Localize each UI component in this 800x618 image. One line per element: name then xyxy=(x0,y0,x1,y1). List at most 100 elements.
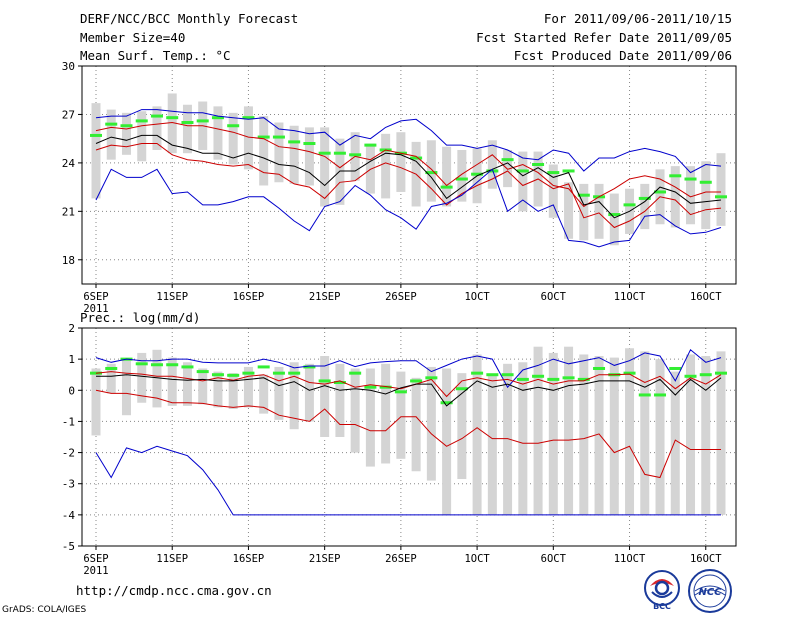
panel2-ensemble-box xyxy=(121,359,131,416)
panel1-ensemble-box xyxy=(91,103,101,199)
panel1-median-marker xyxy=(440,185,453,189)
panel1-ytick-label: 30 xyxy=(62,60,75,73)
panel1-median-marker xyxy=(486,169,499,173)
panel2-median-marker xyxy=(547,377,560,381)
panel2-ensemble-box xyxy=(289,362,299,430)
panel1-median-marker xyxy=(547,171,560,175)
panel1-median-marker xyxy=(288,140,301,144)
panel1-max-line xyxy=(95,109,722,174)
panel1-ensemble-box xyxy=(335,138,345,205)
panel2-median-marker xyxy=(181,365,194,369)
panel1-median-marker xyxy=(90,133,102,137)
panel2-ensemble-box xyxy=(701,356,711,515)
panel2-ensemble-box xyxy=(670,371,680,515)
panel2-median-marker xyxy=(654,393,667,397)
panel2-ensemble-box xyxy=(274,366,284,420)
panel1-median-marker xyxy=(211,116,224,120)
panel2-median-marker xyxy=(486,373,499,377)
panel2-median-marker xyxy=(242,371,255,375)
bcc-logo: BCC xyxy=(644,570,680,611)
panel2-ensemble-box xyxy=(198,368,208,405)
panel1-ensemble-box xyxy=(228,112,238,165)
panel2-median-marker xyxy=(135,362,148,366)
panel2-ensemble-box xyxy=(228,373,238,409)
panel1-median-marker xyxy=(196,119,209,123)
panel1-ensemble-box xyxy=(274,122,284,183)
panel1-xtick-label: 16OCT xyxy=(690,291,722,303)
panel2-ensemble-box xyxy=(655,359,665,515)
panel2-year-label: 2011 xyxy=(83,565,108,577)
panel1-median-marker xyxy=(516,169,529,173)
panel2-ensemble-box xyxy=(350,368,360,453)
panel2-ensemble-box xyxy=(396,371,406,459)
panel1-xtick-label: 6SEP xyxy=(83,291,108,303)
panel1-median-marker xyxy=(150,114,163,118)
panel2-xtick-label: 16OCT xyxy=(690,553,722,565)
panel2-ensemble-box xyxy=(411,377,421,472)
panel2-xtick-label: 1OCT xyxy=(464,553,490,565)
panel2-ensemble-box xyxy=(106,363,116,394)
panel1-ensemble-box xyxy=(320,127,330,207)
panel1-mean-line xyxy=(95,134,722,219)
panel1-median-marker xyxy=(608,213,621,217)
panel1-median-marker xyxy=(227,124,240,128)
panel1-median-marker xyxy=(333,151,346,155)
panel1-ensemble-box xyxy=(457,149,467,202)
panel1-median-marker xyxy=(501,158,514,162)
panel1-median-marker xyxy=(242,116,255,120)
panel1-median-marker xyxy=(715,195,727,199)
panel1-ensemble-box xyxy=(716,153,726,226)
panel2-ytick-label: 1 xyxy=(68,353,75,366)
panel2-median-marker xyxy=(272,371,285,375)
panel2-ensemble-box xyxy=(533,346,543,515)
panel2-ensemble-box xyxy=(91,368,101,436)
panel1-xtick-label: 21SEP xyxy=(309,291,341,303)
bcc-logo-text: BCC xyxy=(653,602,671,611)
panel2-median-marker xyxy=(669,366,682,370)
panel1-median-marker xyxy=(684,177,697,181)
panel2-median-marker xyxy=(532,374,545,378)
variable-label: Mean Surf. Temp.: °C xyxy=(80,48,231,63)
panel2-frame xyxy=(81,327,737,547)
panel1-xtick-label: 16SEP xyxy=(233,291,265,303)
panel2-median-marker xyxy=(333,381,346,384)
panel1-median-marker xyxy=(669,174,682,178)
panel1-median-marker xyxy=(181,121,194,125)
panel2-median-marker xyxy=(379,385,392,389)
panel2-ensemble-box xyxy=(609,357,619,515)
panel1-median-marker xyxy=(105,122,118,126)
panel2-median-marker xyxy=(455,387,468,391)
panel1-median-marker xyxy=(135,119,148,123)
panel2-median-marker xyxy=(288,371,301,375)
panel2-ensemble-box xyxy=(426,366,436,481)
panel1-ensemble-box xyxy=(213,106,223,160)
panel1-ensemble-box xyxy=(670,166,680,228)
panel1-median-marker xyxy=(471,172,484,176)
panel2-median-marker xyxy=(440,401,453,405)
panel2-median-marker xyxy=(105,366,118,370)
panel1-xtick-label: 1OCT xyxy=(464,291,490,303)
panel2-ensemble-box xyxy=(152,349,162,408)
panel1-median-marker xyxy=(654,190,667,194)
panel1-ensemble-box xyxy=(243,106,253,170)
panel1-median-marker xyxy=(699,180,712,184)
panel2-median-marker xyxy=(410,379,423,383)
panel2-ensemble-box xyxy=(579,354,589,515)
panel2-ensemble-box xyxy=(243,366,253,408)
panel2-ensemble-box xyxy=(365,368,375,467)
panel2-ensemble-box xyxy=(594,356,604,515)
panel2-xtick-label: 11SEP xyxy=(156,553,188,565)
panel2-ytick-label: -1 xyxy=(62,415,75,428)
precip-panel-title: Prec.: log(mm/d) xyxy=(80,310,200,325)
panel2-median-marker xyxy=(303,365,316,369)
panel2-ensemble-box xyxy=(182,362,192,406)
source-url[interactable]: http://cmdp.ncc.cma.gov.cn xyxy=(76,583,272,598)
started-date: Fcst Started Refer Date 2011/09/05 xyxy=(476,30,732,45)
panel1-median-marker xyxy=(318,151,331,155)
panel2-median-marker xyxy=(699,373,712,377)
panel1-median-marker xyxy=(166,116,179,120)
panel1-min-line xyxy=(95,168,722,248)
panel1-ensemble-box xyxy=(518,151,528,212)
chart-title: DERF/NCC/BCC Monthly Forecast xyxy=(80,11,299,26)
